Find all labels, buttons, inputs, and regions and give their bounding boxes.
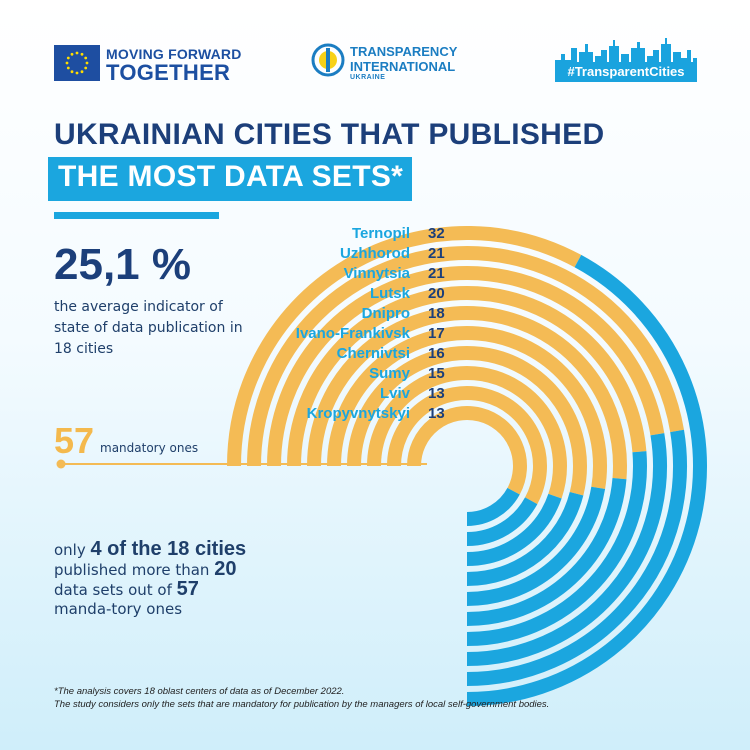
city-label: Ternopil [352,225,410,242]
bar-remainder-ivano-frankivsk [327,326,607,490]
city-value: 32 [428,225,445,242]
title-underline-bar [54,212,219,219]
city-value: 16 [428,345,445,362]
footnote-line2: The study considers only the sets that a… [54,699,550,710]
bar-remainder-ternopil [227,226,582,467]
ti-logo-line2: INTERNATIONAL [350,59,456,74]
page-title-line2: THE MOST DATA SETS* [58,160,404,193]
city-value: 21 [428,245,445,262]
summary-note: only 4 of the 18 cities published more t… [54,538,254,619]
city-label: Sumy [369,365,411,382]
note-bold-2: 20 [214,558,237,580]
bar-lutsk [466,451,647,646]
note-text-1: only [54,541,91,559]
hashtag-text: #TransparentCities [567,64,685,79]
bar-sumy [466,493,562,566]
note-text-3: data sets out of [54,581,177,599]
logo-tagline-bottom: TOGETHER [106,60,231,85]
bar-remainder-dnipro [307,306,627,480]
ti-logo-line3: UKRAINE [350,74,386,81]
bar-remainder-uzhhorod [247,246,684,467]
note-bold-3: 57 [176,578,199,600]
bar-dnipro [466,478,627,626]
city-skyline-icon [555,38,697,68]
note-text-2: published more than [54,561,215,579]
bar-ternopil [466,254,708,706]
bar-remainder-kropyvnytskyi [407,406,527,495]
ti-logo-line1: TRANSPARENCY [350,44,458,59]
city-label: Kropyvnytskyi [307,405,410,422]
bar-ivano-frankivsk [466,486,606,606]
city-label: Uzhhorod [340,245,410,262]
city-label: Lutsk [370,285,411,302]
page-title-line1: UKRAINIAN CITIES THAT PUBLISHED [54,118,605,151]
city-label: Chernivtsi [337,345,410,362]
bar-vinnytsia [466,433,667,666]
mandatory-count-label: mandatory ones [100,441,199,455]
bar-remainder-lviv [387,386,547,505]
city-value: 20 [428,285,445,302]
bar-chernivtsi [466,491,584,586]
note-text-4: manda-tory ones [54,600,183,618]
city-label: Dnipro [362,305,410,322]
city-value: 18 [428,305,445,322]
footnote-line1: *The analysis covers 18 oblast centers o… [54,686,345,697]
average-indicator-description: the average indicator of state of data p… [54,299,243,357]
city-value: 13 [428,405,445,422]
bar-lviv [466,497,538,546]
footnote: *The analysis covers 18 oblast centers o… [54,685,714,711]
bar-kropyvnytskyi [466,487,520,526]
city-label: Ivano-Frankivsk [296,325,411,342]
city-value: 15 [428,365,445,382]
bar-remainder-chernivtsi [347,346,587,496]
city-label: Lviv [380,385,411,402]
title-highlight-box [48,157,412,201]
bar-remainder-lutsk [287,285,647,467]
city-value: 13 [428,385,445,402]
eu-flag-logo [54,45,100,81]
transparency-international-logo-icon [311,43,345,77]
hashtag-badge [555,62,697,82]
mandatory-count-value: 57 [54,420,95,461]
baseline-marker [56,459,66,469]
city-value: 21 [428,265,445,282]
bar-uzhhorod [466,429,687,686]
bar-remainder-sumy [367,366,567,499]
logo-tagline-top: MOVING FORWARD [106,46,242,62]
note-bold-1: 4 of the 18 cities [90,538,247,560]
average-indicator-value: 25,1 % [54,240,191,289]
eu-stars-icon [65,51,89,75]
city-value: 17 [428,325,445,342]
bar-remainder-vinnytsia [267,266,665,467]
city-label: Vinnytsia [344,265,411,282]
